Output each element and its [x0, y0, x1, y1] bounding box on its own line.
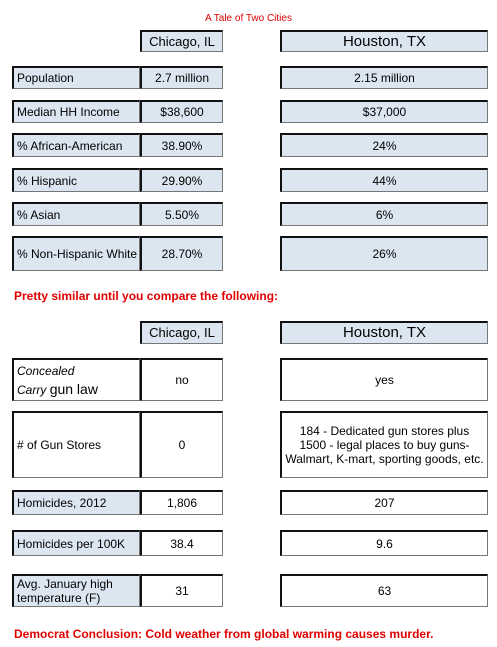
label-text: Median HH Income	[17, 105, 120, 119]
label-text: Concealed Carry gun law	[17, 362, 107, 399]
label-text: Homicides per 100K	[17, 536, 126, 551]
row-label: Concealed Carry gun law	[12, 358, 140, 401]
column-header: Chicago, IL	[140, 30, 223, 52]
value-cell: 44%	[280, 168, 488, 192]
row-label: % Asian	[12, 202, 140, 226]
value-cell: 6%	[280, 202, 488, 226]
label-plain: gun law	[49, 380, 98, 397]
column-header: Houston, TX	[280, 30, 488, 52]
conclusion: Democrat Conclusion: Cold weather from g…	[14, 627, 434, 641]
column-header: Chicago, IL	[140, 321, 223, 344]
value-cell: 9.6	[280, 530, 488, 556]
value-cell: 1,806	[140, 490, 223, 515]
row-label: Population	[12, 66, 140, 89]
row-label: % Non-Hispanic White	[12, 236, 140, 271]
value-cell: $37,000	[280, 100, 488, 123]
label-text: % Asian	[17, 207, 61, 222]
middle-note: Pretty similar until you compare the fol…	[14, 289, 279, 303]
value-cell: $38,600	[140, 100, 223, 123]
value-cell: 2.15 million	[280, 66, 488, 89]
column-header: Houston, TX	[280, 321, 488, 344]
label-text: Population	[17, 71, 74, 85]
row-label: Homicides per 100K	[12, 530, 140, 556]
value-cell: 184 - Dedicated gun stores plus 1500 - l…	[280, 411, 488, 478]
label-text: Avg. January high temperature (F)	[17, 577, 113, 605]
label-text: Homicides, 2012	[17, 496, 107, 510]
value-cell: 5.50%	[140, 202, 223, 226]
value-cell: no	[140, 358, 223, 401]
row-label: Median HH Income	[12, 100, 140, 123]
value-cell: 28.70%	[140, 236, 223, 271]
value-cell: 38.90%	[140, 133, 223, 157]
label-text: % Hispanic	[17, 173, 78, 188]
value-cell: 26%	[280, 236, 488, 271]
value-cell: 0	[140, 411, 223, 478]
value-cell: 2.7 million	[140, 66, 223, 89]
label-text: # of Gun Stores	[17, 438, 102, 452]
row-label: Avg. January high temperature (F)	[12, 574, 140, 607]
label-italic: Concealed Carry	[17, 363, 75, 397]
value-cell: 38.4	[140, 530, 223, 556]
label-text: % African-American	[17, 138, 123, 153]
row-label: % African-American	[12, 133, 140, 157]
value-cell: 29.90%	[140, 168, 223, 192]
label-text: % Non-Hispanic White	[17, 247, 138, 261]
row-label: % Hispanic	[12, 168, 140, 192]
row-label: Homicides, 2012	[12, 490, 140, 515]
value-cell: 207	[280, 490, 488, 515]
row-label: # of Gun Stores	[12, 411, 140, 478]
value-cell: 31	[140, 574, 223, 607]
value-cell: 63	[280, 574, 488, 607]
value-cell: yes	[280, 358, 488, 401]
value-cell: 24%	[280, 133, 488, 157]
page-title: A Tale of Two Cities	[205, 13, 292, 24]
